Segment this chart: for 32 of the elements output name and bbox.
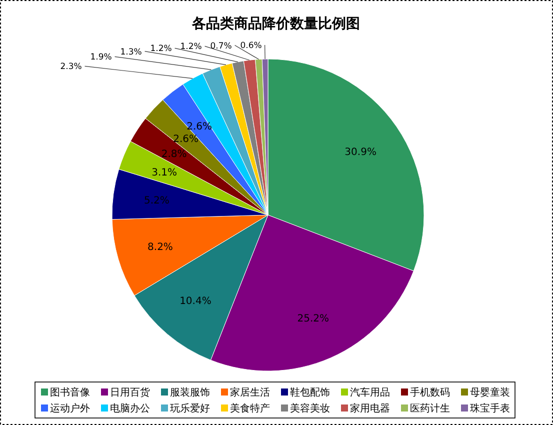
legend-label: 珠宝手表 <box>470 402 510 414</box>
data-label: 0.7% <box>210 41 232 52</box>
legend-label: 医药计生 <box>410 402 450 414</box>
data-label: 25.2% <box>297 313 330 324</box>
legend-label: 美容美妆 <box>290 402 330 414</box>
chart-title: 各品类商品降价数量比例图 <box>191 15 360 32</box>
data-label: 10.4% <box>180 296 212 308</box>
data-label: 2.8% <box>161 148 187 160</box>
legend-label: 手机数码 <box>410 386 450 398</box>
data-label: 2.3% <box>60 62 82 72</box>
data-label: 3.1% <box>152 167 178 178</box>
legend-label: 玩乐爱好 <box>170 402 210 414</box>
legend-label: 电脑办公 <box>110 402 150 414</box>
legend-label: 日用百货 <box>110 386 150 398</box>
data-label: 1.2% <box>180 42 202 52</box>
data-label: 30.9% <box>344 146 376 158</box>
legend-label: 美食特产 <box>230 402 270 414</box>
data-label: 8.2% <box>148 242 173 254</box>
legend-label: 鞋包配饰 <box>290 386 330 398</box>
data-label: 5.2% <box>144 195 170 206</box>
data-label: 1.3% <box>120 47 142 58</box>
legend-label: 母婴童装 <box>470 386 510 398</box>
data-label: 1.2% <box>150 44 172 54</box>
legend-label: 服装服饰 <box>170 386 210 398</box>
legend-label: 运动户外 <box>50 402 90 414</box>
data-label: 1.9% <box>90 52 112 63</box>
data-label: 2.6% <box>173 134 198 145</box>
legend-label: 图书音像 <box>50 386 90 398</box>
legend-label: 家用电器 <box>350 402 390 414</box>
legend-label: 汽车用品 <box>350 386 390 398</box>
legend-label: 家居生活 <box>230 386 270 398</box>
data-label: 0.6% <box>240 41 262 52</box>
